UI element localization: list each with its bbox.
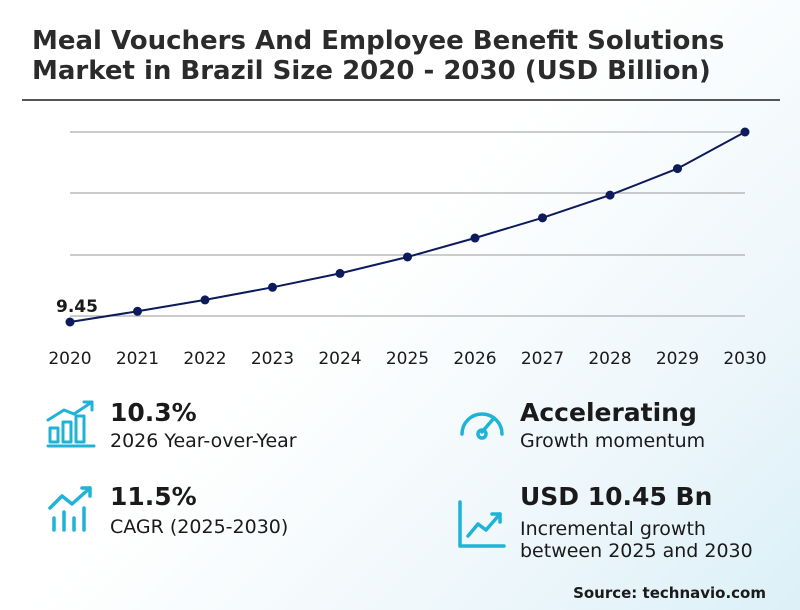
kpi-description: Growth momentum [520,430,706,452]
kpi-description-line1: Incremental growth [520,518,706,540]
grid-lines [70,131,745,317]
kpi-description: 2026 Year-over-Year [110,430,297,452]
data-point [65,317,75,327]
x-tick-label: 2029 [656,349,699,369]
speedometer-icon [460,412,504,440]
data-point [335,268,345,278]
x-tick-label: 2023 [251,349,294,369]
kpi-value: Accelerating [520,398,697,427]
x-tick-label: 2024 [318,349,361,369]
kpi-value: 10.3% [110,398,197,427]
kpi-value: USD 10.45 Bn [520,482,713,511]
data-labels: 9.45 [56,297,98,317]
source-credit: Source: technavio.com [573,584,766,602]
data-point [538,213,547,223]
data-points [65,127,750,327]
data-point [268,282,277,292]
kpi-description-line2: between 2025 and 2030 [520,540,753,562]
data-point [740,127,750,137]
line-chart: 2020 2021 2022 2023 2024 2025 2026 2027 2028 2029… [48,127,767,369]
x-tick-label: 2030 [723,349,766,369]
kpi-incremental: USD 10.45 Bn Incremental growth between … [456,482,786,564]
kpi-yoy: 10.3% 2026 Year-over-Year [46,398,386,458]
x-tick-label: 2022 [183,349,226,369]
kpi-value: 11.5% [110,482,197,511]
kpi-description: CAGR (2025-2030) [110,516,289,538]
chart-title: Meal Vouchers And Employee Benefit Solut… [32,26,725,86]
data-point [470,233,480,243]
x-tick-label: 2025 [386,349,429,369]
data-label: 9.45 [56,297,98,317]
x-axis-tick-labels: 2020 2021 2022 2023 2024 2025 2026 2027 2028 2029… [48,349,766,369]
kpi-momentum: Accelerating Growth momentum [456,398,786,458]
data-point [673,164,682,174]
bar-growth-icon [46,400,96,448]
data-point [133,306,142,316]
line-growth-icon [458,500,506,548]
x-tick-label: 2020 [48,349,91,369]
x-tick-label: 2021 [116,349,159,369]
kpi-cagr: 11.5% CAGR (2025-2030) [46,482,386,542]
data-point [403,252,412,262]
trend-bars-icon [48,486,92,532]
series-line [69,131,746,323]
x-tick-label: 2026 [453,349,496,369]
data-point [605,190,615,200]
title-divider [22,99,780,101]
data-point [200,295,210,305]
x-tick-label: 2027 [521,349,564,369]
x-tick-label: 2028 [588,349,631,369]
